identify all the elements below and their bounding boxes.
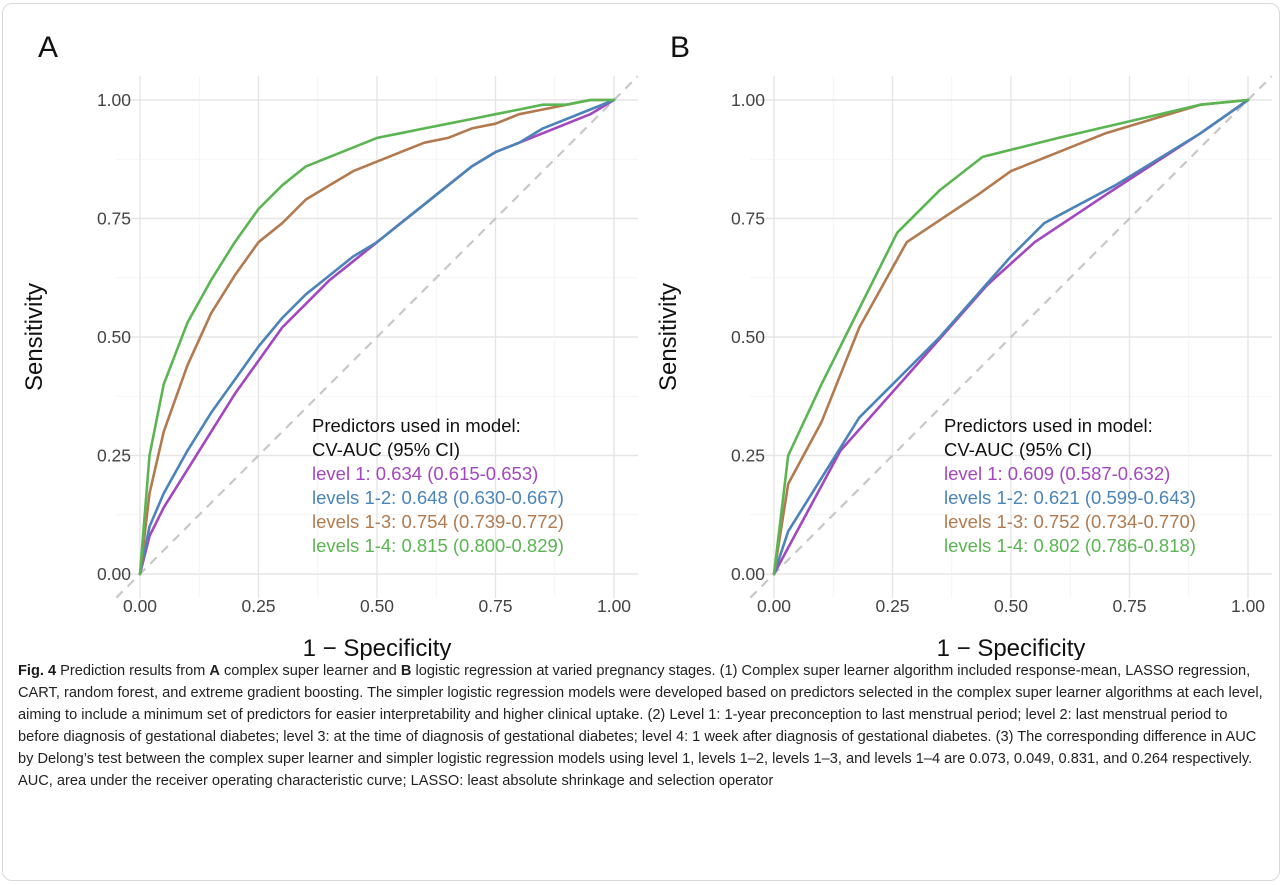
roc-curve-series-2 xyxy=(772,98,1250,576)
y-tick-label: 0.50 xyxy=(731,327,765,347)
y-tick-label: 1.00 xyxy=(97,90,131,110)
caption-panel-b: B xyxy=(400,663,412,679)
roc-curve-series-3 xyxy=(138,98,616,576)
x-tick-label: 1.00 xyxy=(1231,596,1265,616)
legend-title-line: CV-AUC (95% CI) xyxy=(944,439,1092,460)
y-tick-label: 0.50 xyxy=(97,327,131,347)
x-axis-title: 1 − Specificity xyxy=(303,635,452,660)
legend-entry: levels 1-2: 0.621 (0.599-0.643) xyxy=(944,487,1196,508)
caption-fig-label: Fig. 4 xyxy=(18,663,57,679)
figure-plots: A 0.00 0.25 0.50 0.75 1.00 0.00 0.25 0.50 0.75 1.0… xyxy=(21,31,1273,660)
caption-panel-a: A xyxy=(209,663,220,679)
roc-curve-series-2 xyxy=(138,98,616,576)
legend-title-line: Predictors used in model: xyxy=(312,415,521,436)
legend-title-line: CV-AUC (95% CI) xyxy=(312,439,460,460)
caption-text-2: complex super learner and xyxy=(219,663,401,679)
y-tick-label: 0.00 xyxy=(731,564,765,584)
legend-entry: levels 1-3: 0.754 (0.739-0.772) xyxy=(312,511,564,532)
y-tick-label: 0.25 xyxy=(97,446,131,466)
panel-b: B 0.00 0.25 0.50 0.75 1.00 0.00 0.25 0.50 0.75 1.0… xyxy=(655,31,1273,660)
y-tick-label: 0.75 xyxy=(731,209,765,229)
y-tick-label: 0.25 xyxy=(731,446,765,466)
y-tick-label: 1.00 xyxy=(731,90,765,110)
legend-entry: level 1: 0.634 (0.615-0.653) xyxy=(312,463,538,484)
legend-entry: levels 1-3: 0.752 (0.734-0.770) xyxy=(944,511,1196,532)
x-tick-label: 0.50 xyxy=(360,596,394,616)
caption-text-3: logistic regression at varied pregnancy … xyxy=(18,663,1263,789)
legend-entry: levels 1-2: 0.648 (0.630-0.667) xyxy=(312,487,564,508)
diagonal-reference-line xyxy=(115,75,639,599)
roc-curve-series-4 xyxy=(772,98,1250,576)
roc-curve-series-3 xyxy=(772,98,1250,576)
legend-title-line: Predictors used in model: xyxy=(944,415,1153,436)
x-tick-label: 0.00 xyxy=(123,596,157,616)
legend-entry: levels 1-4: 0.815 (0.800-0.829) xyxy=(312,535,564,556)
roc-curve-series-4 xyxy=(138,98,616,576)
figure-frame xyxy=(2,3,1280,881)
legend-entry: level 1: 0.609 (0.587-0.632) xyxy=(944,463,1170,484)
y-tick-label: 0.75 xyxy=(97,209,131,229)
x-tick-label: 0.50 xyxy=(994,596,1028,616)
y-axis-title: Sensitivity xyxy=(655,283,682,391)
diagonal-reference-line xyxy=(749,75,1273,599)
x-tick-label: 0.25 xyxy=(875,596,909,616)
legend: Predictors used in model: CV-AUC (95% CI)… xyxy=(312,415,564,556)
y-tick-label: 0.00 xyxy=(97,564,131,584)
legend: Predictors used in model: CV-AUC (95% CI)… xyxy=(944,415,1196,556)
panel-a: A 0.00 0.25 0.50 0.75 1.00 0.00 0.25 0.50 0.75 1.0… xyxy=(21,31,639,660)
x-tick-label: 0.25 xyxy=(241,596,275,616)
y-axis-title: Sensitivity xyxy=(21,283,48,391)
x-tick-label: 0.00 xyxy=(757,596,791,616)
legend-entry: levels 1-4: 0.802 (0.786-0.818) xyxy=(944,535,1196,556)
panel-label: A xyxy=(38,31,58,64)
x-tick-label: 1.00 xyxy=(597,596,631,616)
x-axis-title: 1 − Specificity xyxy=(937,635,1086,660)
panel-label: B xyxy=(670,31,690,64)
caption-text-1: Prediction results from xyxy=(56,663,210,679)
figure-caption: Fig. 4 Prediction results from A complex… xyxy=(18,660,1268,792)
roc-curve-series-1 xyxy=(138,98,616,576)
x-tick-label: 0.75 xyxy=(478,596,512,616)
x-tick-label: 0.75 xyxy=(1112,596,1146,616)
